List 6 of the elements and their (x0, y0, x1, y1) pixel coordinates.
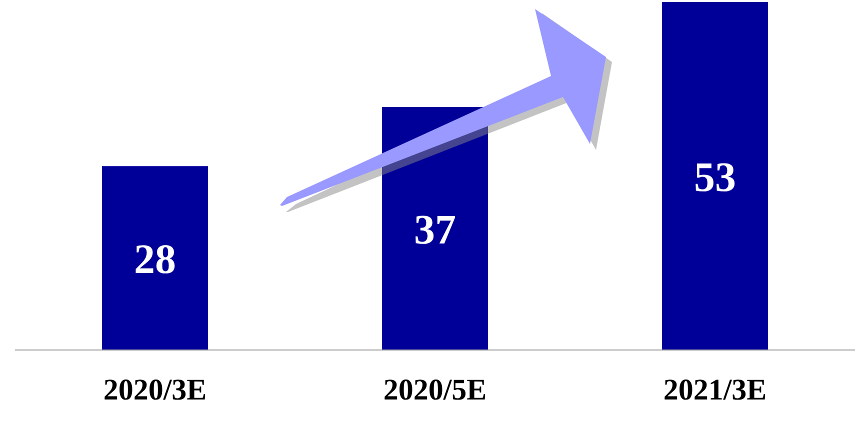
x-tick-label: 2020/5E (383, 373, 487, 406)
data-label: 37 (414, 207, 456, 254)
x-tick-label: 2020/3E (103, 373, 207, 406)
data-label: 53 (694, 154, 736, 201)
data-label: 28 (134, 236, 176, 283)
x-tick-label: 2021/3E (663, 373, 767, 406)
